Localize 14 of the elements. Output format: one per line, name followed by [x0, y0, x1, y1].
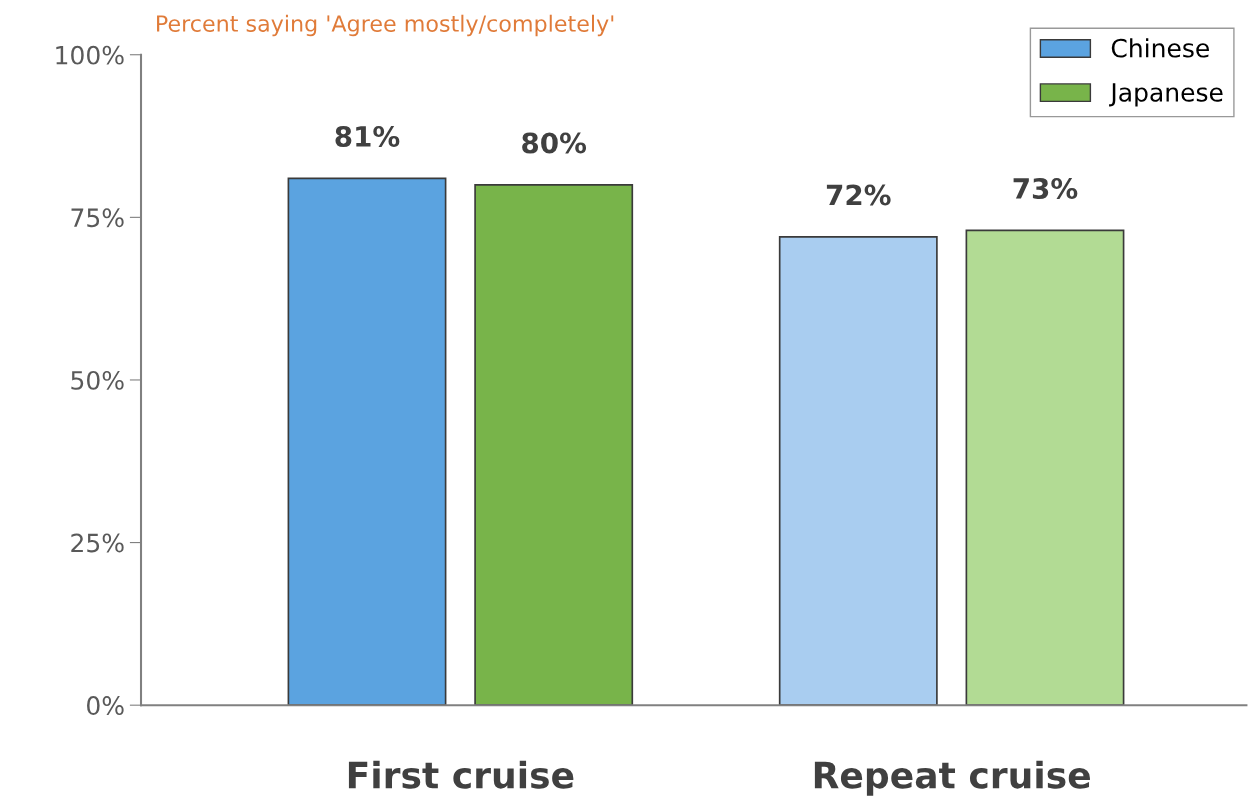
y-tick-label: 75% — [71, 208, 124, 228]
legend-label: Chinese — [1111, 38, 1209, 58]
y-tick-label: 0% — [87, 696, 124, 716]
data-label: 72% — [826, 184, 891, 206]
x-tick-label: Repeat cruise — [814, 760, 1090, 796]
data-label: 73% — [1013, 177, 1078, 199]
data-label: 80% — [522, 132, 587, 154]
chart-title: Percent saying 'Agree mostly/completely' — [157, 14, 614, 37]
x-tick-label: First cruise — [348, 760, 574, 789]
legend-label: Japanese — [1109, 83, 1223, 107]
y-tick-label: 100% — [56, 45, 124, 65]
y-tick-label: 50% — [71, 370, 124, 390]
data-label: 81% — [335, 125, 400, 147]
y-tick-label: 25% — [71, 533, 124, 553]
